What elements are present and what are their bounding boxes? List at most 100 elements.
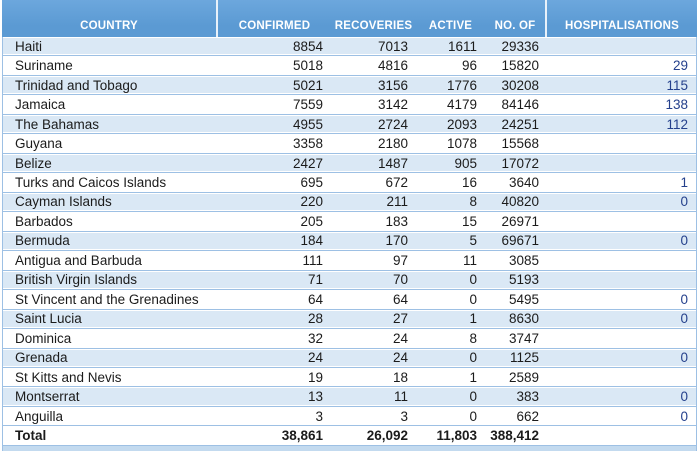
cell-recoveries: 64 xyxy=(392,291,408,307)
cell-confirmed: 7559 xyxy=(292,97,323,113)
cell-recoveries: 183 xyxy=(385,213,408,229)
cell-active: 1078 xyxy=(446,136,477,152)
cell-recoveries: 1487 xyxy=(377,155,408,171)
table-row: Anguilla 3 3 0 662 0 xyxy=(3,406,696,427)
cell-country: Turks and Caicos Islands xyxy=(15,175,167,191)
cell-active: 0 xyxy=(469,350,477,366)
cell-confirmed: 13 xyxy=(307,389,323,405)
cell-active: 11,803 xyxy=(436,428,477,444)
cell-confirmed: 4955 xyxy=(292,116,323,132)
cell-active: 15 xyxy=(461,213,477,229)
cell-noof: 3640 xyxy=(508,175,539,191)
table-row: British Virgin Islands 71 70 0 5193 xyxy=(3,270,696,291)
table-row: Suriname 5018 4816 96 15820 29 xyxy=(3,56,696,76)
table-body: Haiti 8854 7013 1611 29336 Suriname 5018 4816 96… xyxy=(2,37,697,446)
cell-country: Bermuda xyxy=(15,233,70,249)
cell-active: 8 xyxy=(469,330,477,346)
cell-hospitalisations: 138 xyxy=(665,97,688,113)
cell-recoveries: 3156 xyxy=(377,77,408,93)
table-row: Bermuda 184 170 5 69671 0 xyxy=(3,231,696,252)
cell-country: Antigua and Barbuda xyxy=(15,252,142,268)
cell-recoveries: 24 xyxy=(392,330,408,346)
table-row: Guyana 3358 2180 1078 15568 xyxy=(3,134,696,154)
cell-active: 8 xyxy=(469,194,477,210)
cell-recoveries: 26,092 xyxy=(366,428,408,444)
table-row: Turks and Caicos Islands 695 672 16 3640 1 xyxy=(3,173,696,193)
table-row: Montserrat 13 11 0 383 0 xyxy=(3,387,696,407)
cell-active: 0 xyxy=(469,272,477,288)
column-header-no-of: NO. OF xyxy=(485,0,547,37)
cell-recoveries: 3 xyxy=(400,408,408,424)
cell-hospitalisations: 0 xyxy=(680,194,688,210)
cell-noof: 3085 xyxy=(508,252,539,268)
cell-active: 4179 xyxy=(446,97,477,113)
cell-confirmed: 3358 xyxy=(292,136,323,152)
table-row: Cayman Islands 220 211 8 40820 0 xyxy=(3,192,696,213)
cell-noof: 1125 xyxy=(509,350,539,366)
cell-confirmed: 19 xyxy=(307,369,323,385)
column-header-recoveries: RECOVERIES xyxy=(334,20,413,32)
cell-country: Jamaica xyxy=(15,97,66,113)
table-row: Haiti 8854 7013 1611 29336 xyxy=(3,37,696,57)
cell-noof: 26971 xyxy=(501,213,539,229)
cell-country: Dominica xyxy=(15,330,72,346)
cell-recoveries: 7013 xyxy=(377,38,408,54)
cell-active: 1 xyxy=(469,369,477,385)
cell-recoveries: 170 xyxy=(385,233,408,249)
cell-noof: 84146 xyxy=(501,97,539,113)
cell-confirmed: 38,861 xyxy=(281,428,323,444)
cell-recoveries: 672 xyxy=(385,175,408,191)
cell-recoveries: 3142 xyxy=(377,97,408,113)
cell-country: Grenada xyxy=(15,350,68,366)
cell-confirmed: 2427 xyxy=(292,155,323,171)
cell-country: Suriname xyxy=(15,58,73,74)
cell-country: The Bahamas xyxy=(15,116,100,132)
cell-hospitalisations: 29 xyxy=(672,58,688,74)
table-row: St Kitts and Nevis 19 18 1 2589 xyxy=(3,367,696,388)
cell-hospitalisations: 0 xyxy=(680,311,688,327)
cell-confirmed: 28 xyxy=(307,311,323,327)
table-row: Antigua and Barbuda 111 97 11 3085 xyxy=(3,251,696,271)
bottom-strip xyxy=(2,446,697,451)
cell-hospitalisations: 0 xyxy=(680,408,688,424)
cell-country: Montserrat xyxy=(15,389,80,405)
cell-recoveries: 24 xyxy=(392,350,408,366)
cell-recoveries: 70 xyxy=(392,272,408,288)
cell-recoveries: 211 xyxy=(386,194,408,210)
cell-country: St Vincent and the Grenadines xyxy=(15,291,199,307)
cell-hospitalisations: 0 xyxy=(680,350,688,366)
cell-active: 0 xyxy=(469,291,477,307)
cell-recoveries: 2180 xyxy=(377,136,408,152)
cell-active: 96 xyxy=(461,58,477,74)
cell-noof: 388,412 xyxy=(490,428,539,444)
table-row: St Vincent and the Grenadines 64 64 0 5495 0 xyxy=(3,290,696,310)
table-row: Jamaica 7559 3142 4179 84146 138 xyxy=(3,95,696,115)
cell-confirmed: 8854 xyxy=(292,38,323,54)
cell-active: 1 xyxy=(469,311,477,327)
table-row: The Bahamas 4955 2724 2093 24251 112 xyxy=(3,114,696,135)
cell-confirmed: 24 xyxy=(307,350,323,366)
cell-active: 0 xyxy=(469,389,477,405)
table-row: Saint Lucia 28 27 1 8630 0 xyxy=(3,309,696,330)
cell-recoveries: 27 xyxy=(392,311,408,327)
column-header-confirmed: CONFIRMED xyxy=(238,20,311,32)
cell-recoveries: 4816 xyxy=(377,58,408,74)
cell-noof: 69671 xyxy=(501,233,539,249)
cell-confirmed: 220 xyxy=(300,194,323,210)
cell-hospitalisations: 0 xyxy=(680,291,688,307)
column-header-country: COUNTRY xyxy=(2,0,218,37)
cell-noof: 15820 xyxy=(501,58,539,74)
cell-active: 1776 xyxy=(446,77,477,93)
table-row: Trinidad and Tobago 5021 3156 1776 30208 115 xyxy=(3,75,696,96)
table-header-row: COUNTRY CONFIRMED RECOVERIES ACTIVE NO. … xyxy=(2,0,697,37)
table-row: Dominica 32 24 8 3747 xyxy=(3,329,696,349)
cell-hospitalisations: 0 xyxy=(680,233,688,249)
cell-confirmed: 32 xyxy=(307,330,323,346)
cell-country: Total xyxy=(15,428,47,444)
cell-confirmed: 5021 xyxy=(292,77,323,93)
cell-confirmed: 184 xyxy=(300,233,323,249)
cell-confirmed: 71 xyxy=(307,272,323,288)
cell-noof: 383 xyxy=(516,389,539,405)
